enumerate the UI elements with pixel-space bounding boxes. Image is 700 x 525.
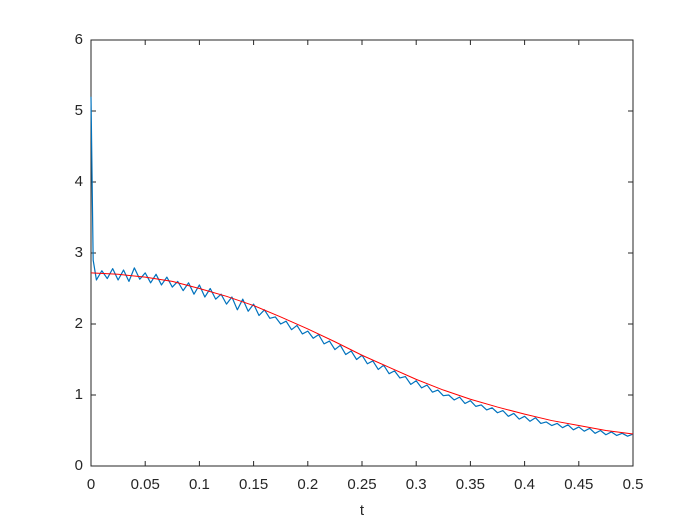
y-tick-label: 5: [75, 102, 83, 119]
y-tick-label: 4: [75, 173, 83, 190]
x-tick-label: 0.5: [623, 476, 644, 493]
plot-area: [90, 39, 634, 467]
y-tick-label: 6: [75, 31, 83, 48]
x-tick-label: 0.45: [564, 476, 593, 493]
series-line: [90, 272, 634, 435]
x-tick-label: 0.4: [514, 476, 535, 493]
x-tick-label: 0.35: [456, 476, 485, 493]
x-axis-label: t: [360, 502, 365, 519]
y-tick-label: 2: [75, 315, 83, 332]
y-tick-label: 3: [75, 244, 83, 261]
y-tick-label: 1: [75, 386, 83, 403]
x-tick-label: 0.1: [189, 476, 210, 493]
x-tick-label: 0.3: [406, 476, 427, 493]
x-tick-label: 0.25: [347, 476, 376, 493]
x-tick-label: 0.15: [239, 476, 268, 493]
x-tick-label: 0: [87, 476, 95, 493]
x-tick-label: 0.2: [297, 476, 318, 493]
y-tick-label: 0: [75, 457, 83, 474]
x-tick-label: 0.05: [131, 476, 160, 493]
